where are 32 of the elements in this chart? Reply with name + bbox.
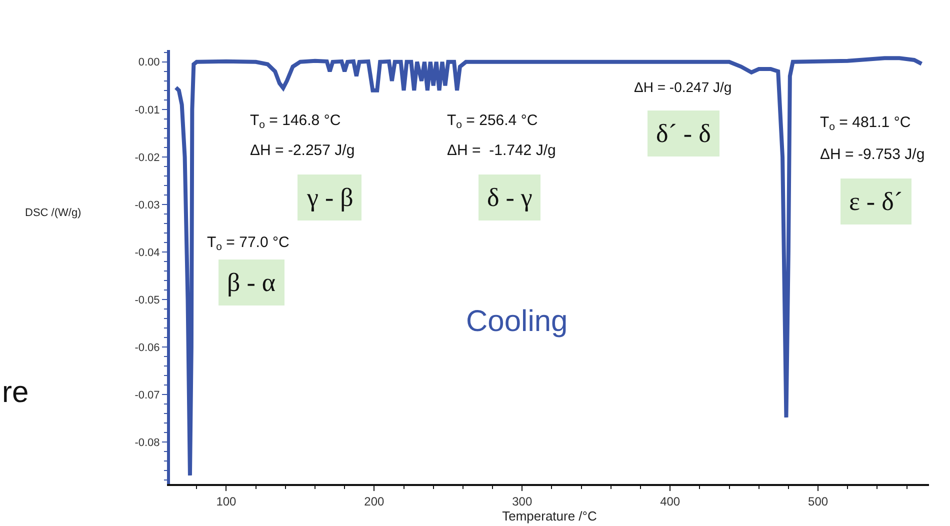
annotation: ε - δ´ (849, 187, 902, 216)
y-tick-label: -0.01 (134, 104, 160, 116)
annotation: β - α (227, 268, 276, 297)
annotation: ΔH = -2.257 J/g (250, 142, 355, 159)
y-tick-label: -0.06 (134, 342, 160, 354)
y-tick-label: -0.03 (134, 199, 160, 212)
annotation: T$_{o}$ = 481.1 °C (820, 114, 911, 134)
x-tick-label: 100 (216, 494, 237, 508)
annotation: γ - β (306, 183, 354, 212)
annotation: Cooling (466, 305, 568, 338)
y-tick-label: -0.05 (134, 294, 160, 306)
annotation: T$_{o}$ = 256.4 °C (447, 112, 538, 132)
x-tick-label: 400 (660, 494, 680, 508)
annotation: ΔH = -9.753 J/g (820, 146, 925, 163)
y-tick-label: -0.07 (134, 389, 160, 402)
annotation: ΔH = -1.742 J/g (447, 142, 556, 159)
x-tick-label: 500 (808, 494, 828, 508)
x-tick-label: 200 (364, 494, 385, 508)
y-tick-label: -0.08 (134, 437, 160, 450)
y-tick-label: 0.00 (138, 56, 160, 69)
line-series (174, 56, 924, 478)
annotation: δ´ - δ (656, 119, 711, 148)
annotation: δ - γ (487, 183, 532, 212)
y-tick-label: -0.04 (134, 246, 160, 259)
annotation: T$_{o}$ = 146.8 °C (250, 112, 341, 132)
annotation: T$_{o}$ = 77.0 °C (207, 234, 290, 254)
x-tick-label: 300 (512, 494, 532, 508)
annotation: ΔH = -0.247 J/g (634, 79, 732, 95)
text: re (2, 376, 29, 409)
y-tick-label: -0.02 (134, 152, 160, 164)
y-axis-title: DSC /(W/g) (25, 207, 82, 219)
x-axis-title: Temperature /°C (502, 508, 597, 524)
